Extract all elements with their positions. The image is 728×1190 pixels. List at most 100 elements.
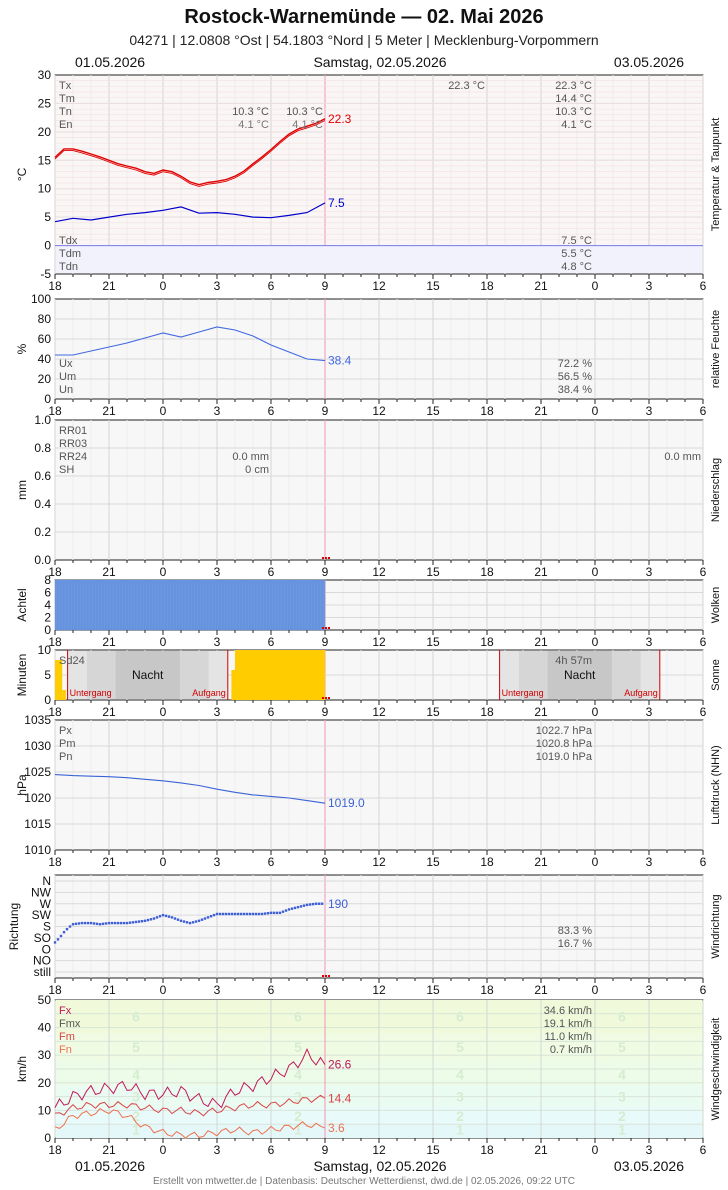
wind-direction-dot <box>71 923 75 926</box>
temperature-frost-area <box>56 245 702 273</box>
wind-direction-dot <box>317 902 321 905</box>
wind-direction-dot <box>131 921 135 924</box>
sunshine-now-dots <box>322 697 324 699</box>
station-info: 04271 | 12.0808 °Ost | 54.1803 °Nord | 5… <box>129 32 599 48</box>
precipitation-ytick-label: 0.2 <box>34 525 51 539</box>
wind_speed-xtick-label: 21 <box>534 1143 548 1157</box>
beaufort-number: 3 <box>294 1089 302 1105</box>
beaufort-number: 5 <box>618 1039 626 1055</box>
cloud-now-dots <box>328 627 330 629</box>
beaufort-number: 6 <box>294 1009 302 1025</box>
wind-direction-dot <box>254 912 258 916</box>
cloud-bar <box>72 579 77 631</box>
beaufort-number: 3 <box>456 1089 464 1105</box>
clouds-ytick-label: 2 <box>44 611 51 625</box>
sunshine-xtick-label: 3 <box>214 705 221 719</box>
cloud-bar <box>318 579 323 631</box>
dewpoint-stat-value: 7.5 °C <box>561 235 592 247</box>
pressure-end-label: 1019.0 <box>328 796 365 810</box>
beaufort-number: 2 <box>132 1108 140 1124</box>
pressure-line <box>54 774 326 804</box>
wind-direction-ytick-label: W <box>40 897 52 911</box>
wind-speed-stat-name: Fx <box>59 1005 72 1017</box>
wind-direction-ytick-label: SO <box>34 931 51 945</box>
wind_speed-xtick-label: 3 <box>214 1143 221 1157</box>
clouds-xtick-label: 18 <box>480 635 494 649</box>
cloud-bar <box>189 579 194 631</box>
sunshine-bar <box>62 690 66 700</box>
wind_speed-ytick-label: 50 <box>38 993 52 1007</box>
sunshine-bar <box>55 660 63 700</box>
pressure-ytick-label: 1015 <box>24 817 51 831</box>
wind-direction-dot <box>218 912 222 916</box>
cloud-bar <box>198 579 203 631</box>
precip-now-dots <box>328 557 330 559</box>
clouds-side-label: Wolken <box>710 587 722 623</box>
wind-direction-dot <box>164 914 168 918</box>
humidity-xtick-label: 18 <box>480 404 494 418</box>
pressure-ytick-label: 1010 <box>24 843 51 857</box>
wind-direction-dot <box>167 915 171 918</box>
wind-direction-xtick-label: 15 <box>426 983 440 997</box>
precipitation-xtick-label: 9 <box>322 565 329 579</box>
cloud-bar <box>159 579 164 631</box>
pressure-ytick-label: 1030 <box>24 739 51 753</box>
date-right: 03.05.2026 <box>614 54 684 70</box>
wind-direction-xtick-label: 0 <box>160 983 167 997</box>
wind-direction-dot <box>230 912 234 916</box>
cloud-bar <box>129 579 134 631</box>
precipitation-xtick-label: 15 <box>426 565 440 579</box>
temperature-tn-day2: 10.3 °C <box>286 106 323 118</box>
wind-direction-xtick-label: 21 <box>102 983 116 997</box>
wind-speed-stat-value: 19.1 km/h <box>544 1018 592 1030</box>
cloud-bar <box>201 579 206 631</box>
night-shade <box>547 651 612 699</box>
wind-direction-xtick-label: 6 <box>268 983 275 997</box>
cloud-bar <box>213 579 218 631</box>
temperature-ytick-label: 20 <box>38 125 52 139</box>
sunshine-ytick-label: 10 <box>38 643 52 657</box>
pressure-stat-value: 1020.8 hPa <box>536 738 593 750</box>
humidity-xtick-label: 3 <box>214 404 221 418</box>
wind-direction-stat-2: 16.7 % <box>558 938 592 950</box>
wind-direction-dot <box>77 922 81 925</box>
temperature-ytick-label: -5 <box>40 267 51 281</box>
pressure-stat-value: 1022.7 hPa <box>536 725 593 737</box>
cloud-bar <box>138 579 143 631</box>
temperature-ytick-label: 15 <box>38 153 52 167</box>
cloud-bar <box>261 579 266 631</box>
pressure-xtick-label: 0 <box>160 855 167 869</box>
wind-direction-end-label: 190 <box>328 897 348 911</box>
beaufort-number: 6 <box>456 1009 464 1025</box>
humidity-xtick-label: 15 <box>426 404 440 418</box>
wind_speed-xtick-label: 21 <box>102 1143 116 1157</box>
temperature-xtick-label: 15 <box>426 279 440 293</box>
wind-direction-dot <box>299 905 303 908</box>
date-center-bottom: Samstag, 02.05.2026 <box>313 1158 446 1174</box>
cloud-bar <box>168 579 173 631</box>
cloud-bar <box>291 579 296 631</box>
precipitation-xtick-label: 0 <box>160 565 167 579</box>
cloud-bar <box>120 579 125 631</box>
cloud-bar <box>105 579 110 631</box>
wind-direction-dot <box>242 912 246 916</box>
wind_speed-xtick-label: 3 <box>646 1143 653 1157</box>
precipitation-xtick-label: 3 <box>646 565 653 579</box>
wind-direction-dot <box>65 927 69 931</box>
cloud-bar <box>186 579 191 631</box>
humidity-ytick-label: 0 <box>44 392 51 406</box>
dewpoint-stat-name: Tdn <box>59 261 78 273</box>
wind-direction-ytick-label: NW <box>31 885 52 899</box>
cloud-now-dots <box>325 627 327 629</box>
pressure-xtick-label: 15 <box>426 855 440 869</box>
sunshine-xtick-label: 12 <box>372 705 386 719</box>
wind-direction-dot <box>284 909 288 912</box>
wind-direction-dot <box>95 922 99 926</box>
night-label: Nacht <box>132 668 164 682</box>
cloud-bar <box>171 579 176 631</box>
wind-direction-dot <box>269 911 273 915</box>
clouds-ytick-label: 6 <box>44 586 51 600</box>
temperature-stat-value: 14.4 °C <box>555 93 592 105</box>
wind-fm-line <box>54 1094 326 1117</box>
cloud-bar <box>60 579 65 631</box>
